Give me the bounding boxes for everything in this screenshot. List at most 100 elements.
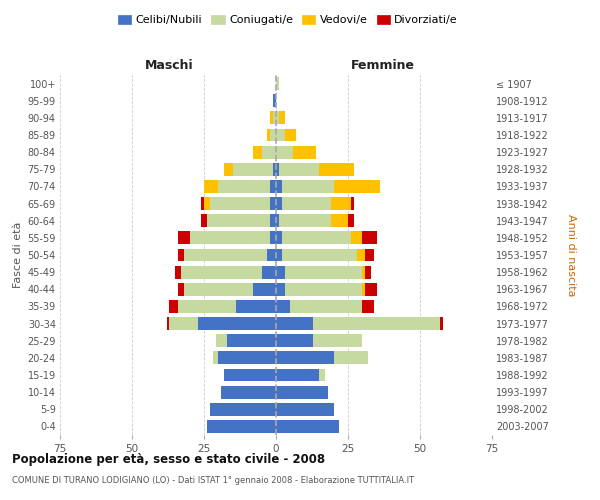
Bar [276,232,282,244]
Bar [276,352,334,364]
Bar [276,403,334,415]
Bar [351,232,362,244]
Bar [356,248,365,262]
Text: COMUNE DI TURANO LODIGIANO (LO) - Dati ISTAT 1° gennaio 2008 - Elaborazione TUTT: COMUNE DI TURANO LODIGIANO (LO) - Dati I… [12,476,414,485]
Bar [331,214,348,227]
Bar [365,266,371,278]
Bar [334,180,380,193]
Bar [331,197,351,210]
Bar [270,128,276,141]
Bar [178,248,184,262]
Bar [276,386,328,398]
Bar [212,352,218,364]
Bar [276,197,282,210]
Bar [215,334,227,347]
Bar [207,214,270,227]
Bar [198,317,276,330]
Bar [224,368,276,382]
Bar [178,300,236,313]
Bar [169,317,198,330]
Bar [284,266,362,278]
Bar [276,334,313,347]
Bar [273,94,276,107]
Bar [279,112,284,124]
Bar [184,248,268,262]
Bar [282,197,331,210]
Bar [270,112,273,124]
Bar [276,368,319,382]
Text: Popolazione per età, sesso e stato civile - 2008: Popolazione per età, sesso e stato civil… [12,452,325,466]
Bar [279,214,331,227]
Bar [262,146,276,158]
Bar [284,128,296,141]
Bar [279,163,319,175]
Bar [365,248,374,262]
Bar [273,163,276,175]
Bar [167,317,169,330]
Bar [204,197,210,210]
Bar [276,112,279,124]
Bar [276,317,313,330]
Bar [224,163,233,175]
Legend: Celibi/Nubili, Coniugati/e, Vedovi/e, Divorziati/e: Celibi/Nubili, Coniugati/e, Vedovi/e, Di… [113,10,463,30]
Bar [319,163,354,175]
Bar [334,352,368,364]
Bar [210,403,276,415]
Bar [270,232,276,244]
Text: Femmine: Femmine [350,58,415,71]
Bar [270,197,276,210]
Bar [276,300,290,313]
Bar [169,300,178,313]
Bar [268,248,276,262]
Bar [276,283,284,296]
Bar [276,77,279,90]
Bar [236,300,276,313]
Bar [348,214,354,227]
Bar [365,283,377,296]
Bar [270,180,276,193]
Bar [253,146,262,158]
Bar [276,420,340,433]
Bar [178,283,184,296]
Bar [221,386,276,398]
Bar [184,283,253,296]
Bar [270,214,276,227]
Bar [362,283,365,296]
Bar [218,352,276,364]
Bar [313,334,362,347]
Bar [313,317,440,330]
Bar [190,232,270,244]
Bar [276,128,284,141]
Bar [284,283,362,296]
Bar [440,317,443,330]
Bar [293,146,316,158]
Bar [362,232,377,244]
Bar [204,180,218,193]
Bar [282,232,351,244]
Text: Maschi: Maschi [145,58,194,71]
Bar [290,300,362,313]
Bar [227,334,276,347]
Bar [362,266,365,278]
Bar [273,112,276,124]
Bar [175,266,181,278]
Bar [262,266,276,278]
Bar [351,197,354,210]
Bar [218,180,270,193]
Bar [207,420,276,433]
Bar [282,248,356,262]
Bar [276,163,279,175]
Y-axis label: Fasce di età: Fasce di età [13,222,23,288]
Bar [210,197,270,210]
Bar [276,266,284,278]
Bar [362,300,374,313]
Bar [319,368,325,382]
Bar [181,266,262,278]
Bar [276,214,279,227]
Bar [276,248,282,262]
Bar [282,180,334,193]
Bar [253,283,276,296]
Bar [201,197,204,210]
Bar [276,180,282,193]
Bar [276,146,293,158]
